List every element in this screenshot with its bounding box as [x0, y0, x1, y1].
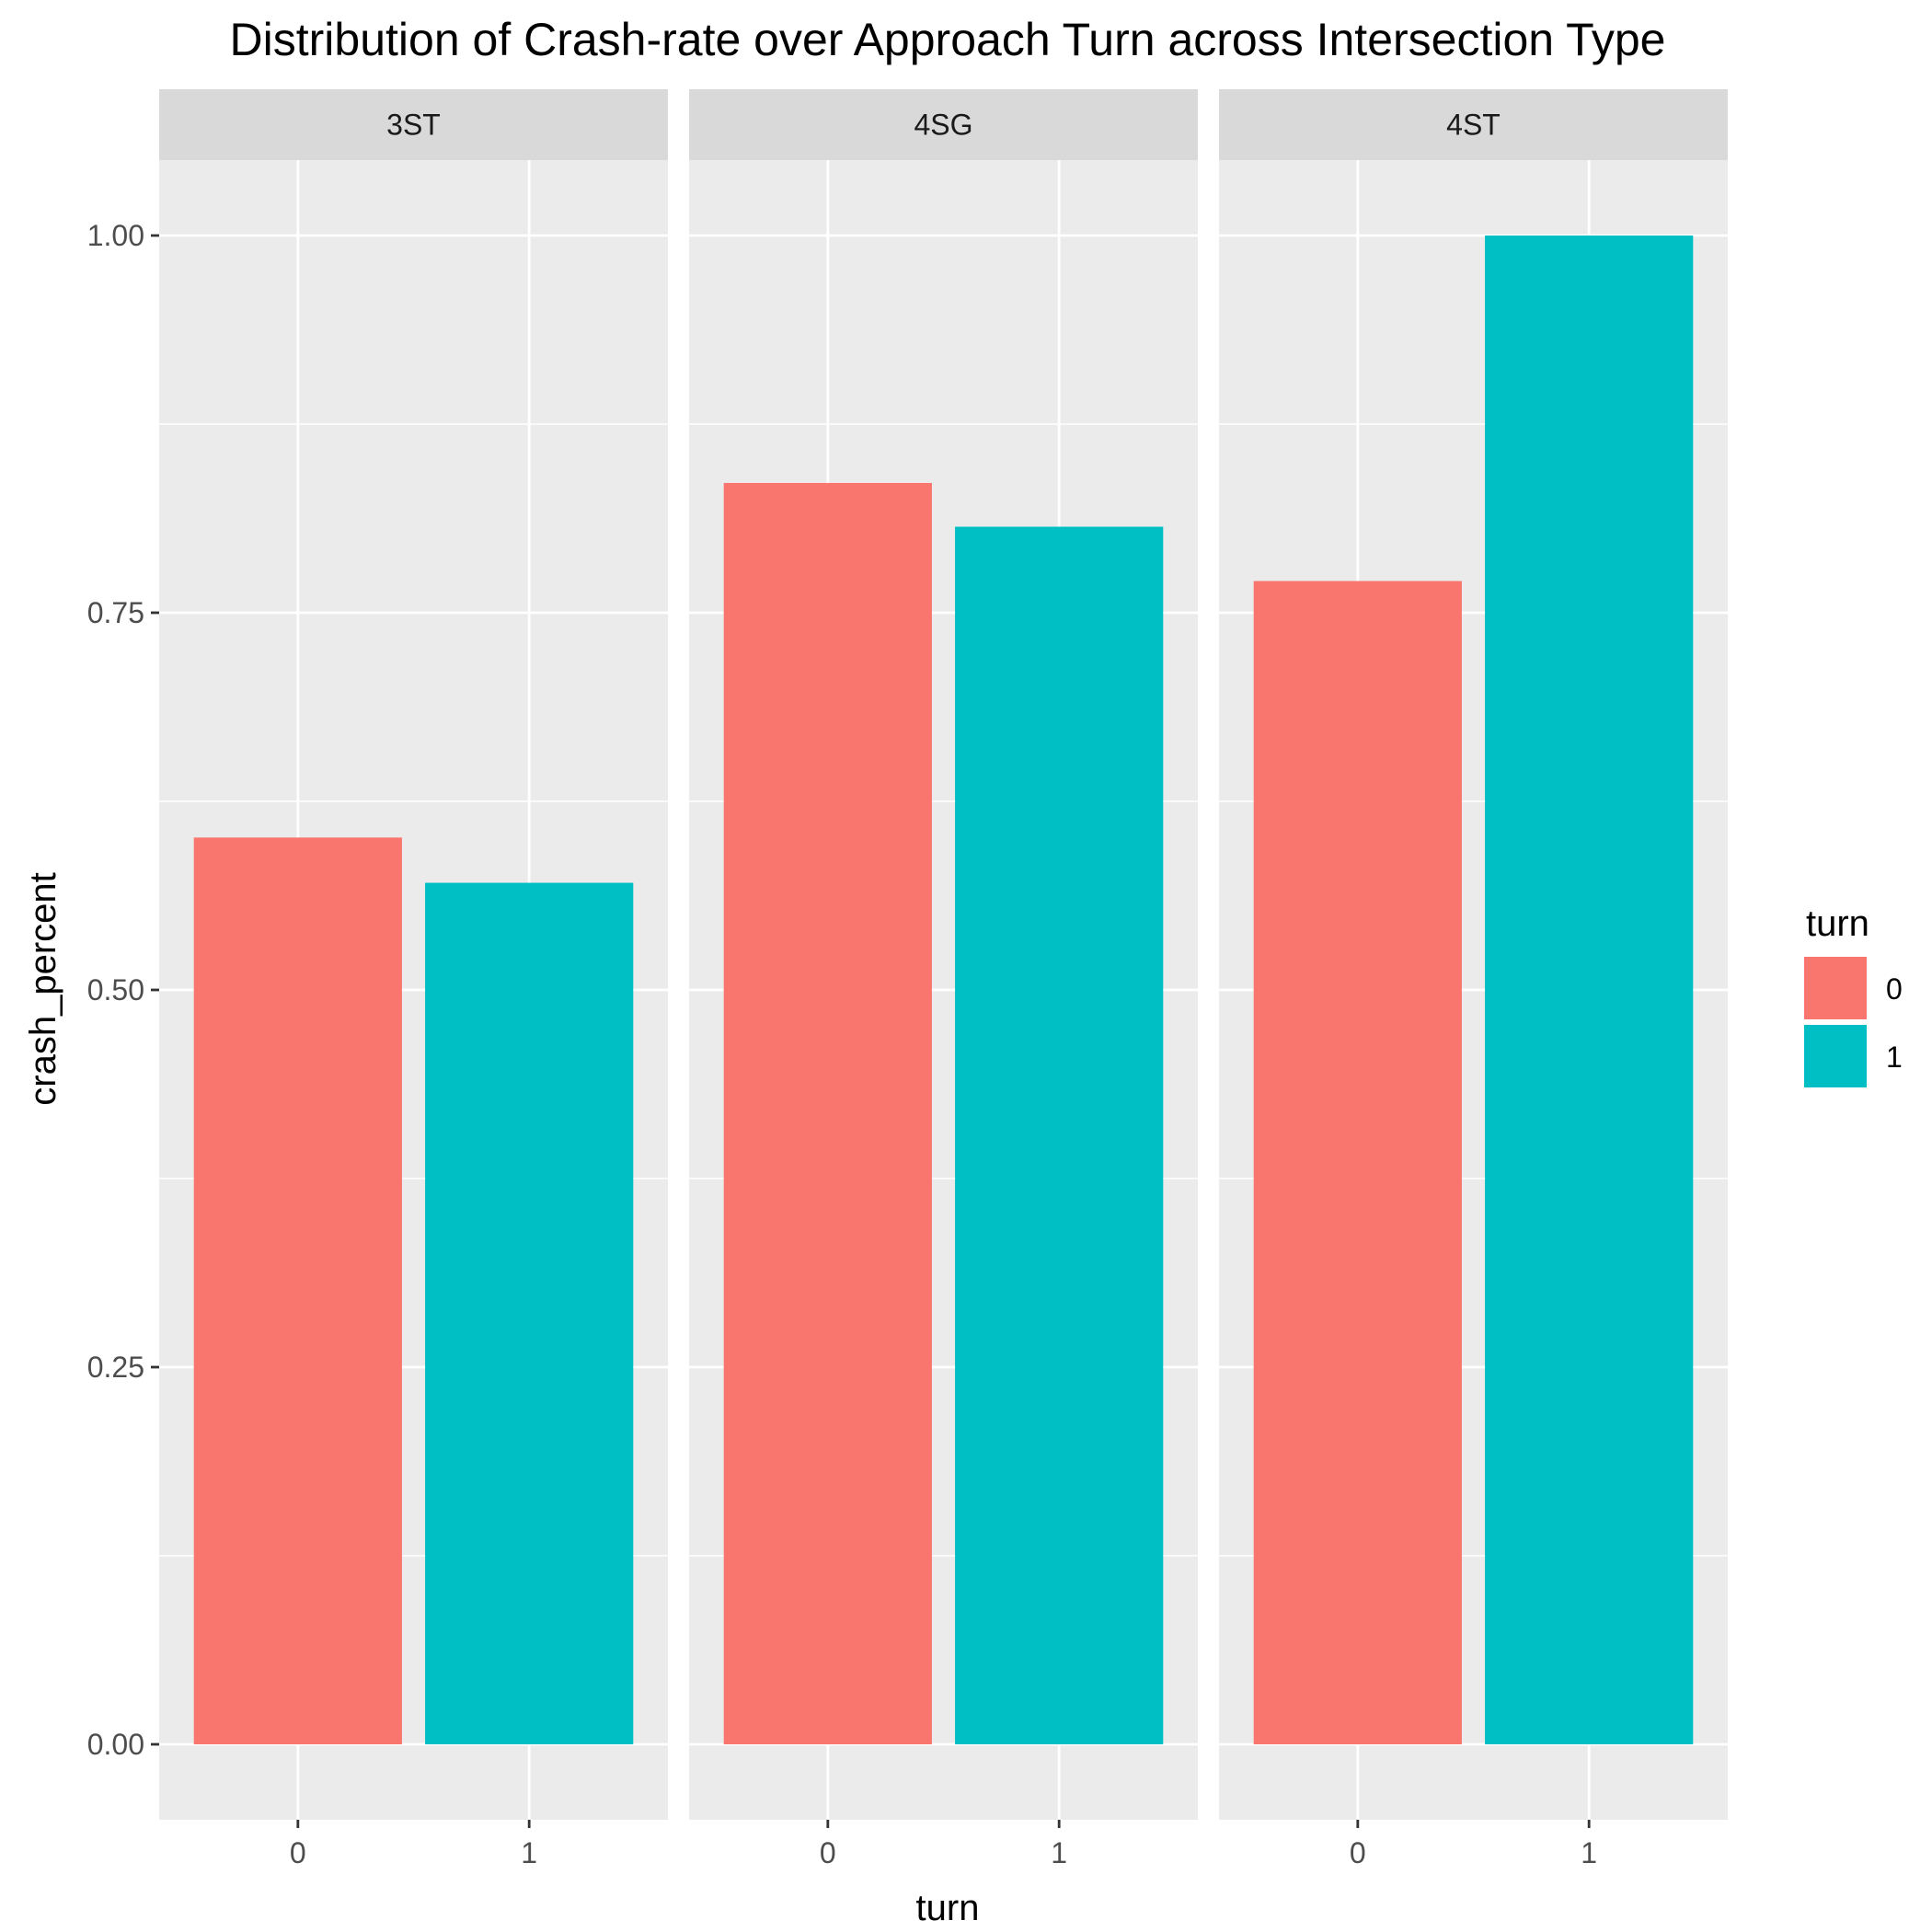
bar-4sg-turn-0 [723, 482, 932, 1745]
x-tick-label: 0 [290, 1836, 306, 1869]
facet-panel-3st: 3ST [159, 89, 668, 1820]
y-tick-label: 0.25 [87, 1351, 144, 1384]
facet-strip [159, 89, 668, 160]
facet-strip-label: 3ST [386, 109, 441, 142]
x-axis: 0 1 0 1 0 1 [290, 1820, 1597, 1869]
x-tick-label: 0 [1350, 1836, 1366, 1869]
y-tick-label: 0.50 [87, 973, 144, 1006]
bar-3st-turn-0 [193, 837, 402, 1744]
facet-strip-label: 4ST [1446, 109, 1501, 142]
facet-panel-4sg: 4SG [689, 89, 1198, 1820]
y-axis: 0.00 0.25 0.50 0.75 1.00 [87, 219, 159, 1761]
x-tick-label: 0 [820, 1836, 836, 1869]
legend-key-1 [1804, 1025, 1867, 1087]
y-tick-label: 0.00 [87, 1728, 144, 1761]
x-axis-title: turn [916, 1888, 980, 1928]
facet-strip [689, 89, 1198, 160]
facet-strip [1219, 89, 1728, 160]
legend-label-0: 0 [1886, 972, 1903, 1006]
x-tick-label: 1 [1051, 1836, 1067, 1869]
bar-4st-turn-0 [1253, 581, 1462, 1744]
legend-title: turn [1806, 903, 1869, 944]
legend-key-0 [1804, 957, 1867, 1019]
x-tick-label: 1 [521, 1836, 537, 1869]
bar-4st-turn-1 [1485, 236, 1694, 1744]
bar-3st-turn-1 [425, 882, 634, 1744]
facet-panel-4st: 4ST [1219, 89, 1728, 1820]
y-tick-label: 0.75 [87, 596, 144, 629]
facet-strip-label: 4SG [914, 109, 972, 142]
chart-title: Distribution of Crash-rate over Approach… [230, 14, 1666, 65]
legend: turn 0 1 [1804, 903, 1903, 1087]
y-axis-title: crash_percent [23, 872, 63, 1105]
legend-label-1: 1 [1886, 1041, 1903, 1074]
bar-4sg-turn-1 [955, 526, 1164, 1744]
y-tick-label: 1.00 [87, 219, 144, 252]
facet-panels: 3ST 4SG 4ST [159, 89, 1728, 1820]
x-tick-label: 1 [1581, 1836, 1597, 1869]
